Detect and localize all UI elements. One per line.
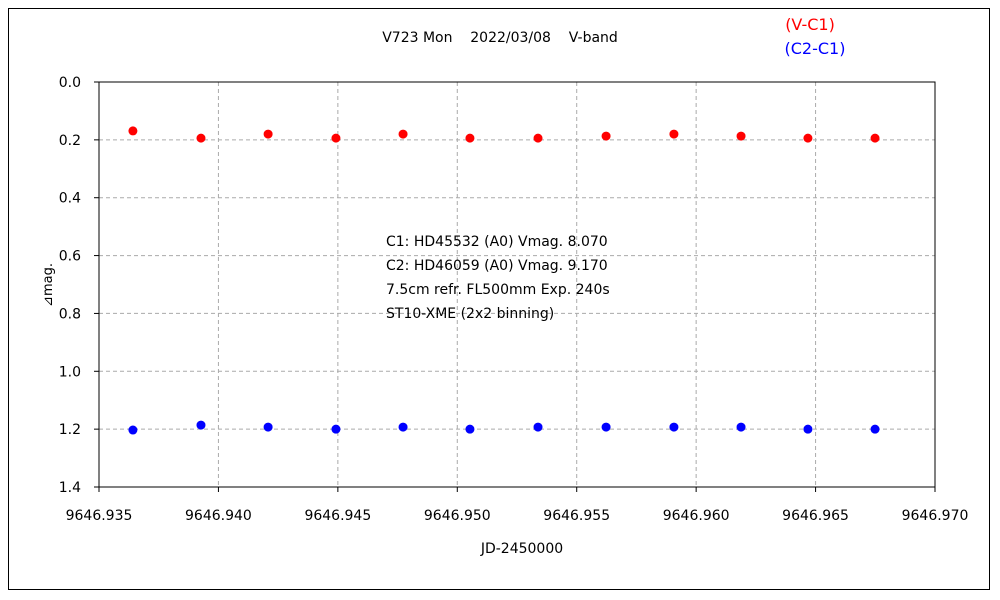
x-axis-label: JD-2450000: [480, 541, 563, 557]
y-tick-label: 0.0: [59, 75, 81, 91]
data-point-c2-c1: [263, 422, 273, 432]
x-tick-label: 9646.950: [424, 508, 491, 524]
y-tick-label: 1.2: [59, 422, 81, 438]
x-tick-label: 9646.940: [185, 508, 252, 524]
data-point-v-c1: [128, 126, 138, 136]
data-point-c2-c1: [870, 424, 880, 434]
data-point-v-c1: [533, 133, 543, 143]
data-point-c2-c1: [533, 422, 543, 432]
y-tick-label: 0.8: [59, 306, 81, 322]
chart-title: V723 Mon 2022/03/08 V-band: [382, 30, 618, 46]
x-tick-label: 9646.965: [782, 508, 849, 524]
chart-frame: [8, 8, 990, 590]
x-tick-label: 9646.945: [304, 508, 371, 524]
x-tick-label: 9646.955: [543, 508, 610, 524]
data-point-c2-c1: [803, 424, 813, 434]
legend-v-c1: (V-C1): [785, 15, 835, 34]
annotation-line: C1: HD45532 (A0) Vmag. 8.070: [386, 234, 608, 250]
data-point-v-c1: [465, 133, 475, 143]
annotation-line: 7.5cm refr. FL500mm Exp. 240s: [386, 282, 610, 298]
data-point-v-c1: [263, 129, 273, 139]
data-point-v-c1: [331, 133, 341, 143]
data-point-c2-c1: [669, 422, 679, 432]
y-tick-label: 1.0: [59, 364, 81, 380]
x-tick-label: 9646.970: [902, 508, 969, 524]
data-point-c2-c1: [128, 425, 138, 435]
data-point-v-c1: [803, 133, 813, 143]
y-axis-label: ⊿mag.: [41, 263, 56, 307]
y-tick-label: 0.6: [59, 249, 81, 265]
annotation-line: C2: HD46059 (A0) Vmag. 9.170: [386, 258, 608, 274]
data-point-v-c1: [196, 133, 206, 143]
legend-c2-c1: (C2-C1): [785, 39, 846, 58]
data-point-c2-c1: [601, 422, 611, 432]
x-tick-label: 9646.935: [66, 508, 133, 524]
annotation-line: ST10-XME (2x2 binning): [386, 306, 554, 322]
data-point-c2-c1: [465, 424, 475, 434]
y-tick-label: 0.2: [59, 133, 81, 149]
data-point-v-c1: [669, 129, 679, 139]
data-point-v-c1: [398, 129, 408, 139]
y-tick-label: 0.4: [59, 191, 81, 207]
data-point-v-c1: [601, 131, 611, 141]
data-point-v-c1: [736, 131, 746, 141]
data-point-v-c1: [870, 133, 880, 143]
plot-area: [98, 81, 936, 488]
y-tick-label: 1.4: [59, 480, 81, 496]
data-point-c2-c1: [736, 422, 746, 432]
x-tick-label: 9646.960: [663, 508, 730, 524]
data-point-c2-c1: [331, 424, 341, 434]
data-point-c2-c1: [196, 420, 206, 430]
data-point-c2-c1: [398, 422, 408, 432]
